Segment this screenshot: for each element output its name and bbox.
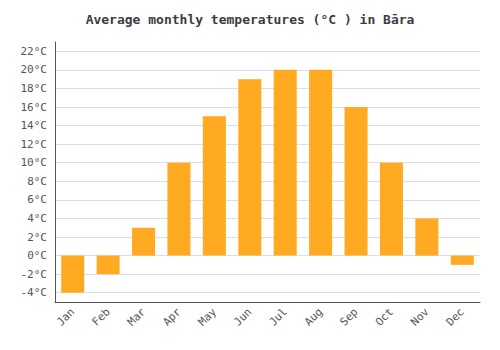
svg-text:-4°C: -4°C xyxy=(21,286,48,299)
svg-text:Mar: Mar xyxy=(125,305,148,328)
svg-text:20°C: 20°C xyxy=(21,63,48,76)
svg-text:22°C: 22°C xyxy=(21,45,48,58)
svg-text:May: May xyxy=(196,305,219,328)
svg-text:Sep: Sep xyxy=(337,305,360,328)
svg-text:14°C: 14°C xyxy=(21,119,48,132)
svg-text:Jun: Jun xyxy=(231,305,254,328)
svg-text:0°C: 0°C xyxy=(27,249,47,262)
svg-text:10°C: 10°C xyxy=(21,156,48,169)
svg-text:Average monthly temperatures (: Average monthly temperatures (°C ) in Bā… xyxy=(86,12,415,27)
svg-text:Feb: Feb xyxy=(89,305,112,328)
svg-text:-2°C: -2°C xyxy=(21,268,48,281)
svg-text:Nov: Nov xyxy=(408,305,431,328)
svg-text:6°C: 6°C xyxy=(27,193,47,206)
svg-text:8°C: 8°C xyxy=(27,175,47,188)
svg-text:Jul: Jul xyxy=(267,305,290,328)
svg-text:12°C: 12°C xyxy=(21,138,48,151)
svg-text:16°C: 16°C xyxy=(21,101,48,114)
svg-text:4°C: 4°C xyxy=(27,212,47,225)
svg-text:2°C: 2°C xyxy=(27,231,47,244)
svg-text:18°C: 18°C xyxy=(21,82,48,95)
svg-text:Oct: Oct xyxy=(373,305,396,328)
svg-text:Dec: Dec xyxy=(444,305,467,328)
svg-text:Apr: Apr xyxy=(160,305,183,328)
svg-text:Jan: Jan xyxy=(54,305,77,328)
svg-text:Aug: Aug xyxy=(302,305,325,328)
